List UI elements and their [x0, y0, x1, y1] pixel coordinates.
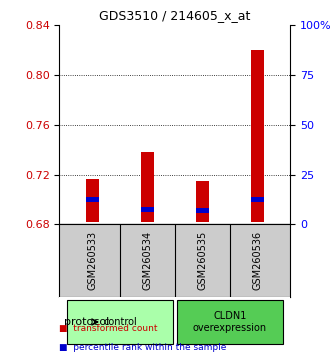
Bar [86, 197, 99, 202]
Text: GSM260535: GSM260535 [197, 231, 207, 290]
FancyBboxPatch shape [177, 299, 282, 344]
Bar [141, 152, 153, 222]
Bar [196, 181, 209, 222]
FancyBboxPatch shape [67, 299, 173, 344]
Title: GDS3510 / 214605_x_at: GDS3510 / 214605_x_at [99, 9, 250, 22]
Text: control: control [103, 317, 137, 327]
Text: ■  percentile rank within the sample: ■ percentile rank within the sample [59, 343, 227, 352]
Text: GSM260533: GSM260533 [87, 231, 97, 290]
Bar [251, 197, 264, 202]
Text: GSM260534: GSM260534 [143, 231, 152, 290]
Bar [196, 208, 209, 213]
Bar [141, 207, 153, 212]
Text: GSM260536: GSM260536 [252, 231, 262, 290]
Text: CLDN1
overexpression: CLDN1 overexpression [193, 311, 267, 333]
Text: protocol: protocol [64, 317, 109, 327]
Bar [251, 50, 264, 222]
Bar [86, 179, 99, 222]
Text: ■  transformed count: ■ transformed count [59, 324, 158, 333]
